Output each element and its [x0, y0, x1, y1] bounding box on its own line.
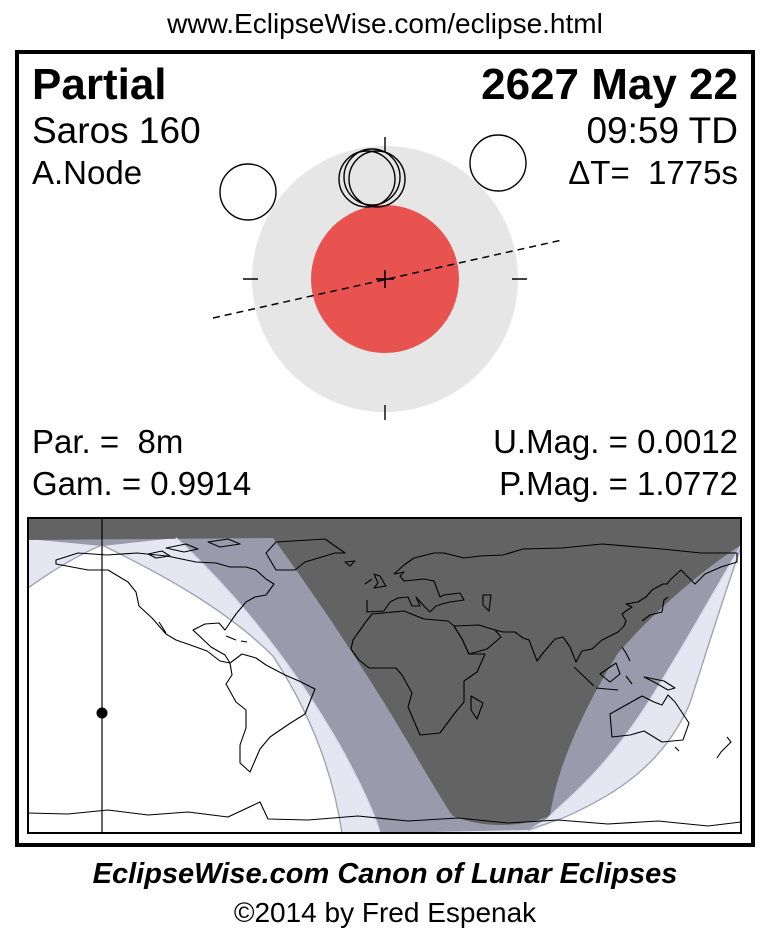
coast-iceland	[344, 560, 356, 567]
coast-antarctica	[28, 801, 741, 827]
map-coastlines	[28, 538, 741, 827]
map-contact-curve-left-gray	[28, 544, 343, 833]
delta-t-value: ΔT= 1775s	[568, 154, 738, 191]
eclipse-date: 2627 May 22	[481, 60, 738, 109]
coast-indonesia	[573, 646, 633, 691]
coast-greenland	[265, 538, 346, 571]
visibility-map	[27, 517, 742, 834]
coast-arabia	[453, 624, 502, 655]
moon-contact-p4	[469, 134, 527, 192]
moon-contact-u1	[338, 150, 396, 208]
eclipse-time: 09:59 TD	[586, 110, 738, 151]
coast-japan	[641, 596, 669, 622]
map-contact-curve-left-light	[175, 537, 381, 833]
saros-label: Saros 160	[32, 110, 201, 151]
coast-asia	[479, 543, 738, 663]
penumbral-magnitude-value: P.Mag. = 1.0772	[499, 465, 738, 502]
map-sublunar-point	[96, 707, 108, 719]
coast-caspian	[482, 594, 492, 612]
map-contact-curve-right-gray	[527, 546, 741, 831]
coast-australia	[609, 694, 690, 752]
moon-greatest-eclipse	[343, 148, 401, 206]
coast-europe	[366, 552, 481, 613]
page-url-text: www.EclipseWise.com/eclipse.html	[167, 8, 603, 39]
coast-south-america	[225, 653, 316, 773]
map-border	[27, 517, 742, 834]
coast-baja	[158, 621, 167, 634]
coast-north-america	[55, 552, 275, 664]
partial-duration-value: Par. = 8m	[32, 423, 184, 460]
shadow-diagram	[212, 134, 563, 420]
canon-title: EclipseWise.com Canon of Lunar Eclipses	[92, 858, 678, 890]
copyright-text: ©2014 by Fred Espenak	[233, 897, 537, 928]
shadow-axis-ticks	[243, 137, 527, 420]
shadow-center-cross	[376, 270, 394, 288]
coast-new-zealand	[716, 736, 732, 759]
map-contact-curve-right-light	[547, 545, 741, 819]
map-not-visible-region	[28, 518, 741, 825]
coast-british-isles	[364, 573, 387, 589]
node-label: A.Node	[32, 154, 143, 191]
coast-africa	[350, 610, 486, 736]
eclipse-type-label: Partial	[32, 60, 167, 109]
moon-contact-p1	[219, 163, 277, 221]
coast-madagascar	[470, 695, 484, 720]
coast-arctic-islands	[147, 538, 241, 559]
coast-caribbean	[225, 635, 248, 643]
coast-new-guinea	[643, 676, 676, 691]
gamma-value: Gam. = 0.9914	[32, 465, 252, 502]
umbral-magnitude-value: U.Mag. = 0.0012	[493, 423, 738, 460]
moon-contact-u4	[348, 150, 406, 208]
